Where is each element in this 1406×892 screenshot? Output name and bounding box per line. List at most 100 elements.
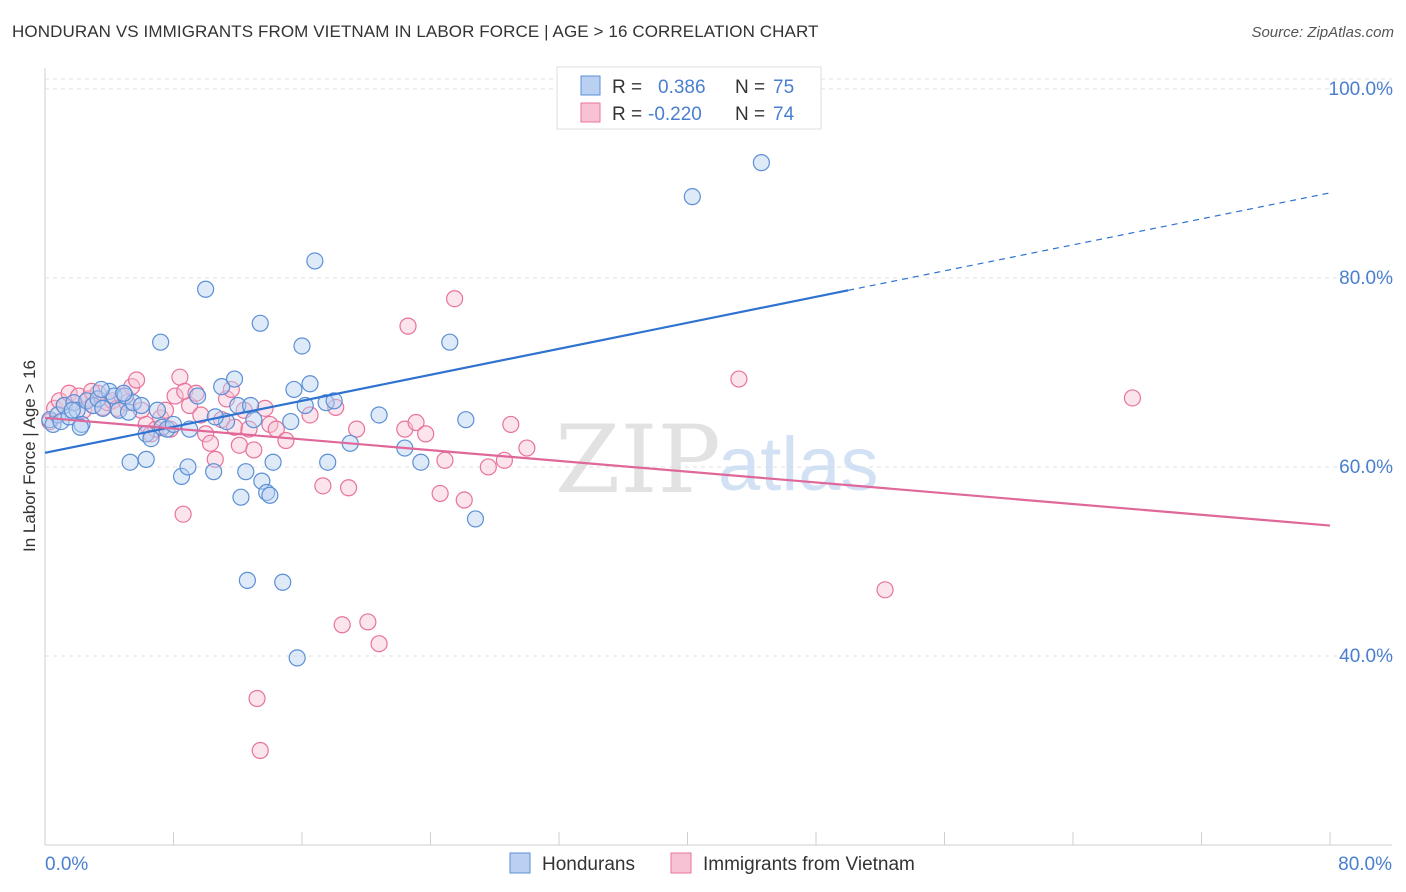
data-point — [455, 491, 473, 509]
stats-legend: R = 0.386 N = 75 R = -0.220 N = 74 — [556, 66, 822, 130]
legend-label-vietnam: Immigrants from Vietnam — [703, 854, 915, 875]
data-point — [274, 573, 292, 591]
data-point — [55, 396, 73, 415]
data-point — [52, 412, 70, 431]
data-point — [197, 280, 215, 298]
data-point — [258, 483, 276, 502]
series-hondurans-points — [41, 80, 770, 667]
data-point — [370, 635, 388, 653]
data-point — [436, 451, 454, 469]
stats-legend-swatch-vietnam — [580, 102, 601, 123]
x-axis-tick-labels: 0.0% 80.0% — [45, 854, 1392, 875]
data-point — [417, 425, 435, 443]
series-legend: Hondurans Immigrants from Vietnam — [509, 852, 915, 875]
data-point — [339, 479, 358, 497]
data-point — [730, 370, 748, 388]
data-point — [148, 401, 167, 419]
data-point — [179, 458, 197, 476]
data-point — [225, 370, 244, 388]
stats-legend-n-label: N = — [735, 104, 765, 125]
data-point — [457, 411, 475, 429]
legend-label-hondurans: Hondurans — [542, 854, 635, 875]
legend-swatch-hondurans — [509, 852, 531, 874]
data-point — [288, 649, 306, 667]
y-axis-tick-labels: 40.0% 60.0% 80.0% 100.0% — [1329, 79, 1394, 667]
data-point — [192, 406, 210, 424]
data-point — [359, 613, 377, 631]
data-point — [1123, 389, 1142, 407]
data-point — [121, 453, 139, 471]
data-point — [314, 477, 332, 495]
trend-line-vietnam — [44, 416, 1331, 527]
data-point — [201, 434, 220, 452]
data-point — [171, 368, 189, 386]
data-point — [319, 453, 337, 471]
data-point — [127, 371, 146, 389]
data-point — [301, 406, 319, 424]
x-tick-label: 0.0% — [45, 854, 88, 875]
stats-legend-n-value: 75 — [773, 77, 794, 98]
data-point — [205, 463, 223, 481]
data-point — [253, 472, 271, 490]
data-point — [245, 411, 263, 429]
data-point — [240, 420, 258, 438]
data-point — [230, 436, 248, 454]
data-point — [261, 486, 279, 504]
y-tick-label: 60.0% — [1339, 457, 1393, 478]
data-point — [518, 439, 536, 457]
data-point — [441, 333, 459, 351]
data-point — [306, 252, 324, 270]
data-point — [92, 380, 110, 399]
data-point — [752, 154, 770, 172]
data-point — [245, 441, 263, 459]
data-point — [370, 406, 388, 424]
data-point — [237, 463, 255, 481]
data-point — [206, 450, 224, 468]
y-tick-label: 40.0% — [1339, 646, 1393, 667]
data-point — [277, 431, 295, 450]
data-point — [264, 453, 282, 471]
data-point — [63, 401, 81, 419]
data-point — [293, 337, 311, 355]
chart-title: HONDURAN VS IMMIGRANTS FROM VIETNAM IN L… — [12, 22, 819, 41]
trend-line-hondurans-extension — [848, 192, 1331, 291]
data-point — [301, 375, 319, 393]
data-point — [876, 581, 894, 599]
y-tick-label: 80.0% — [1339, 268, 1393, 289]
data-point — [683, 188, 701, 206]
stats-legend-swatch-hondurans — [580, 75, 601, 96]
data-point — [285, 380, 303, 399]
stats-legend-r-label: R = — [612, 77, 642, 98]
gridlines — [45, 78, 1392, 657]
trend-lines — [44, 192, 1331, 527]
series-immigrants-from-vietnam-points — [41, 290, 1142, 760]
data-point — [238, 571, 256, 589]
watermark: ZIP atlas — [555, 406, 879, 515]
data-point — [137, 450, 155, 468]
data-point — [466, 510, 485, 528]
legend-swatch-vietnam — [670, 852, 692, 874]
data-point — [348, 420, 366, 438]
data-point — [187, 384, 205, 402]
data-point — [71, 418, 89, 436]
data-point — [94, 399, 112, 417]
y-tick-label: 100.0% — [1329, 79, 1394, 100]
stats-legend-n-value: 74 — [773, 104, 795, 125]
stats-legend-r-label: R = — [612, 104, 642, 125]
data-point — [407, 413, 425, 432]
data-point — [431, 484, 449, 503]
data-point — [495, 451, 513, 469]
data-point — [251, 314, 269, 332]
data-point — [248, 689, 266, 708]
source-attribution: Source: ZipAtlas.com — [1251, 24, 1394, 41]
data-point — [399, 317, 417, 335]
data-point — [325, 392, 343, 410]
data-point — [333, 616, 351, 634]
watermark-atlas: atlas — [718, 422, 879, 507]
data-point — [152, 333, 170, 351]
data-point — [188, 387, 207, 405]
x-tick-label: 80.0% — [1338, 854, 1392, 875]
data-point — [132, 396, 150, 415]
data-point — [166, 387, 184, 405]
